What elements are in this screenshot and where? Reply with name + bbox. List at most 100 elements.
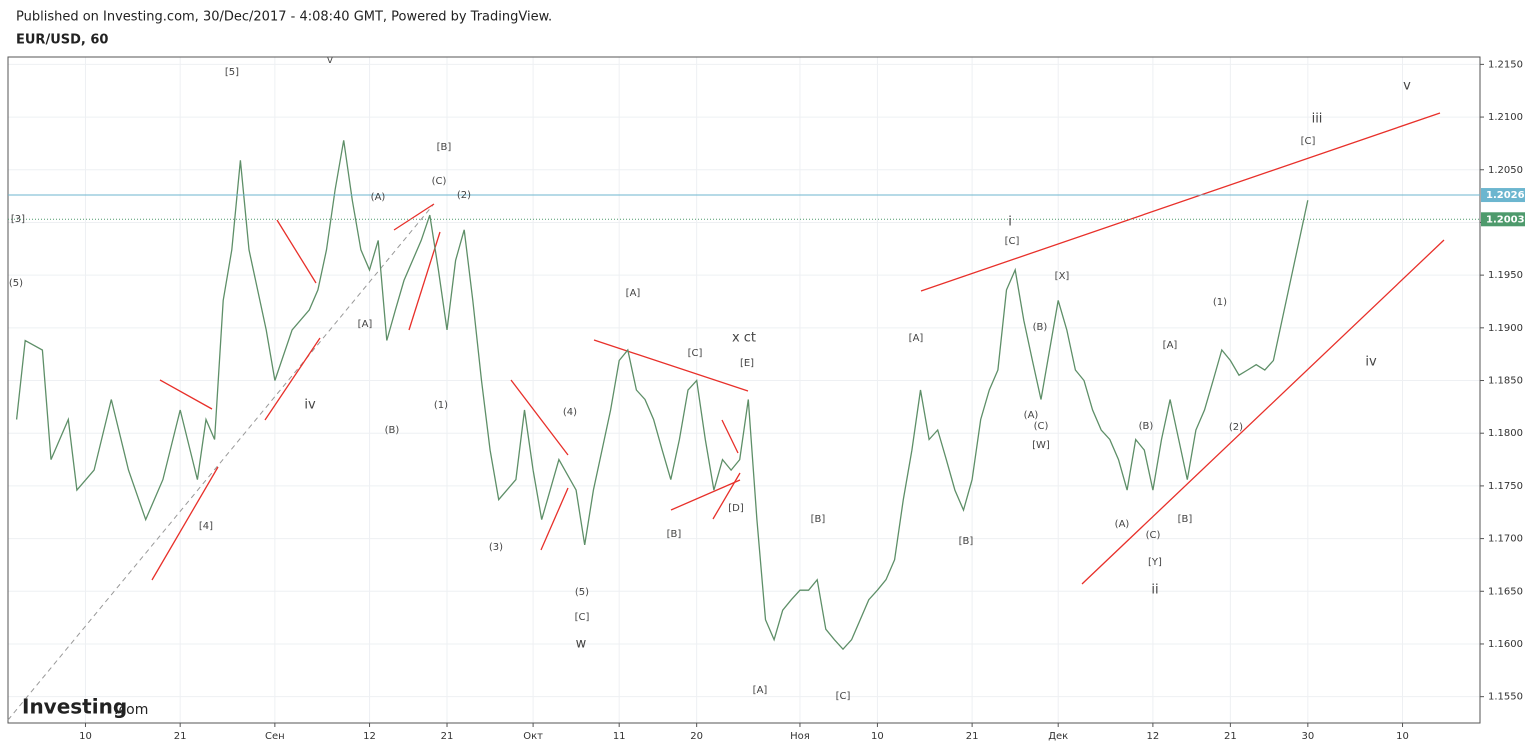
wave-label: (B) <box>385 425 400 436</box>
wave-label: [A] <box>1163 340 1178 351</box>
trend-line <box>159 379 213 410</box>
wave-label: [B] <box>1178 514 1193 525</box>
wave-label: (C) <box>432 176 447 187</box>
x-tick-label: 21 <box>966 731 979 742</box>
wave-label: w <box>576 637 587 652</box>
wave-label: (1) <box>1213 297 1227 308</box>
wave-label: ii <box>1151 583 1158 598</box>
y-tick-label: 1.1800 <box>1488 428 1523 439</box>
wave-label: [C] <box>1005 236 1020 247</box>
x-tick-label: 11 <box>613 731 626 742</box>
wave-label: [A] <box>753 685 768 696</box>
chart-title: EUR/USD, 60 <box>16 33 108 48</box>
x-tick-label: 10 <box>871 731 884 742</box>
wave-label: [A] <box>358 319 373 330</box>
x-tick-label: Ноя <box>790 731 810 742</box>
wave-label: iv <box>304 398 316 413</box>
x-tick-label: 21 <box>174 731 187 742</box>
wave-label: (5) <box>575 587 589 598</box>
x-tick-label: Окт <box>523 731 543 742</box>
wave-label: (C) <box>1034 421 1049 432</box>
trend-line <box>712 472 741 520</box>
y-tick-label: 1.1900 <box>1488 323 1523 334</box>
wave-label: [3] <box>11 214 25 225</box>
trend-line <box>670 479 741 511</box>
wave-label: (2) <box>1229 422 1243 433</box>
wave-label: [B] <box>959 536 974 547</box>
x-tick-label: 10 <box>79 731 92 742</box>
x-tick-label: 30 <box>1301 731 1314 742</box>
plot-frame <box>7 56 1481 724</box>
wave-label: [C] <box>688 348 703 359</box>
logo-brand: Investing <box>22 695 127 719</box>
logo: Investing .com <box>22 695 148 719</box>
x-tick-label: 20 <box>690 731 703 742</box>
y-tick-label: 1.1550 <box>1488 692 1523 703</box>
trend-line <box>393 203 435 231</box>
price-line <box>15 140 1309 651</box>
wave-label: (A) <box>1024 410 1039 421</box>
wave-label: (4) <box>563 407 577 418</box>
trend-line <box>1081 239 1445 585</box>
wave-label: iv <box>1365 355 1377 370</box>
y-tick-label: 1.2150 <box>1488 59 1523 70</box>
wave-label: (A) <box>371 192 386 203</box>
wave-label: [B] <box>811 514 826 525</box>
x-tick-label: Сен <box>265 731 285 742</box>
wave-label: [C] <box>1301 136 1316 147</box>
y-tick-label: 1.2050 <box>1488 165 1523 176</box>
trend-line <box>510 379 569 456</box>
wave-label: [C] <box>836 691 851 702</box>
wave-label: iii <box>1312 112 1323 127</box>
x-tick-label: 21 <box>1224 731 1237 742</box>
wave-label: x ct <box>732 331 756 346</box>
wave-label: [C] <box>575 612 590 623</box>
wave-label: [A] <box>909 333 924 344</box>
y-tick-label: 1.2100 <box>1488 112 1523 123</box>
y-tick-label: 1.1950 <box>1488 270 1523 281</box>
x-tick-label: Дек <box>1048 731 1068 742</box>
trend-line <box>151 466 219 581</box>
grid <box>8 57 1480 723</box>
trend-line <box>264 337 321 421</box>
wave-label: [B] <box>667 529 682 540</box>
x-tick-label: 10 <box>1396 731 1409 742</box>
y-tick-label: 1.1850 <box>1488 376 1523 387</box>
wave-label: [E] <box>740 358 754 369</box>
header: Published on Investing.com, 30/Dec/2017 … <box>16 10 552 25</box>
wave-label: (C) <box>1146 530 1161 541</box>
price-level-label: 1.2003 <box>1486 214 1525 225</box>
wave-label: (1) <box>434 400 448 411</box>
price-level-label: 1.2026 <box>1486 190 1525 201</box>
wave-label: (B) <box>1139 421 1154 432</box>
trend-line <box>721 419 739 454</box>
x-tick-label: 12 <box>363 731 376 742</box>
wave-label: (3) <box>489 542 503 553</box>
price-level-box <box>1481 188 1525 203</box>
trend-lines <box>151 112 1445 585</box>
y-tick-label: 1.1750 <box>1488 481 1523 492</box>
trend-line <box>920 112 1441 292</box>
logo-suffix: .com <box>114 702 148 718</box>
price-level-box <box>1481 212 1525 227</box>
wave-label: (A) <box>1115 519 1130 530</box>
y-tick-label: 1.1600 <box>1488 639 1523 650</box>
trend-line <box>276 219 317 284</box>
wave-label: (5) <box>9 278 23 289</box>
wave-label: [D] <box>728 503 744 514</box>
wave-label: i <box>1008 215 1012 230</box>
wave-label: [B] <box>437 142 452 153</box>
trend-line <box>540 487 569 551</box>
x-tick-label: 12 <box>1147 731 1160 742</box>
wave-label: (B) <box>1033 322 1048 333</box>
wave-label: [5] <box>225 67 239 78</box>
wave-label: [W] <box>1032 440 1050 451</box>
wave-label: v <box>327 55 333 66</box>
y-tick-label: 1.1650 <box>1488 586 1523 597</box>
y-tick-label: 1.1700 <box>1488 534 1523 545</box>
trend-line <box>593 339 749 392</box>
wave-label: (2) <box>457 190 471 201</box>
wave-label: [X] <box>1055 271 1070 282</box>
wave-label: v <box>1403 79 1411 94</box>
